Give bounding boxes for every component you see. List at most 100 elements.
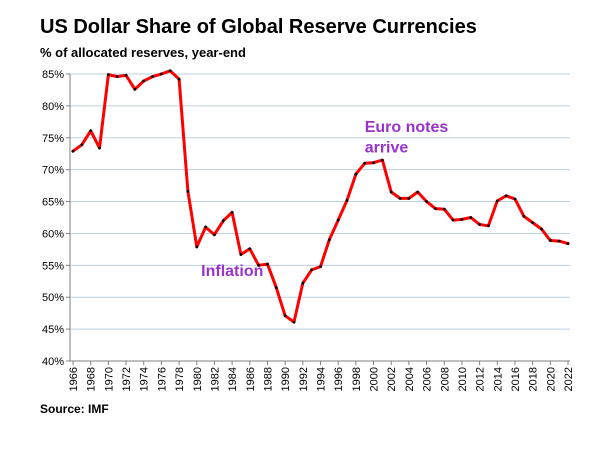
- data-point: [487, 224, 490, 228]
- data-point: [548, 239, 552, 242]
- data-point: [168, 69, 172, 73]
- x-tick-label: 1980: [192, 367, 204, 391]
- y-tick-label: 45%: [42, 324, 64, 336]
- x-tick-label: 1988: [262, 367, 274, 391]
- data-point: [327, 238, 331, 242]
- data-point: [195, 245, 199, 249]
- data-point: [221, 219, 225, 223]
- x-tick-label: 1974: [139, 367, 151, 391]
- data-point: [531, 221, 535, 225]
- data-point: [398, 196, 402, 200]
- annotation-label: Inflation: [201, 263, 263, 280]
- chart-subtitle: % of allocated reserves, year-end: [40, 45, 246, 60]
- y-tick-label: 80%: [42, 101, 64, 113]
- data-point: [389, 190, 393, 194]
- data-point: [469, 216, 473, 219]
- x-tick-label: 2008: [439, 367, 451, 391]
- data-point: [151, 75, 154, 78]
- y-axis-ticks: 40% 45% 50% 55% 60% 65% 70% 75% 80% 85%: [42, 69, 70, 368]
- x-tick-label: 2016: [510, 367, 522, 391]
- data-point: [434, 207, 437, 210]
- x-tick-label: 1990: [280, 367, 292, 391]
- x-tick-label: 1966: [68, 367, 80, 391]
- data-point: [363, 161, 367, 165]
- x-tick-label: 2006: [422, 367, 434, 391]
- y-tick-label: 65%: [42, 197, 64, 209]
- y-tick-label: 75%: [42, 133, 64, 145]
- y-tick-label: 55%: [42, 260, 64, 272]
- gridlines: [70, 73, 570, 362]
- data-point: [407, 196, 411, 200]
- x-tick-label: 1996: [333, 367, 345, 391]
- data-point: [71, 149, 75, 153]
- data-point: [80, 143, 84, 147]
- y-tick-label: 40%: [42, 356, 64, 368]
- data-point: [257, 263, 261, 267]
- data-point: [248, 247, 252, 251]
- x-tick-label: 1982: [209, 367, 221, 391]
- y-tick-label: 70%: [42, 165, 64, 177]
- data-point: [115, 75, 119, 78]
- data-point: [98, 146, 101, 150]
- x-tick-label: 2004: [404, 367, 416, 391]
- data-point: [266, 262, 269, 266]
- data-point: [540, 227, 543, 231]
- data-point: [495, 199, 499, 203]
- x-tick-label: 2020: [545, 367, 557, 391]
- source-note: Source: IMF: [40, 402, 109, 416]
- series-layer: [71, 69, 570, 324]
- axes: [69, 74, 570, 362]
- data-point: [204, 225, 207, 229]
- annotation-label: Euro notes: [365, 119, 449, 136]
- data-point: [478, 223, 482, 226]
- data-point: [301, 281, 305, 285]
- x-tick-label: 2012: [475, 367, 487, 391]
- data-point: [274, 286, 278, 290]
- annotation-label: arrive: [365, 139, 409, 156]
- data-point: [142, 79, 146, 83]
- data-point: [213, 233, 216, 237]
- x-axis-ticks: 1966 1968 1970 1972 1974 1976 1978 1980 1982 1984…: [68, 361, 575, 391]
- data-point: [186, 189, 190, 193]
- data-point: [310, 268, 314, 272]
- x-tick-label: 1972: [121, 367, 133, 391]
- data-point: [416, 190, 420, 194]
- x-tick-label: 1992: [298, 367, 310, 391]
- data-point: [345, 198, 349, 202]
- x-tick-label: 1976: [156, 367, 168, 391]
- x-tick-label: 2010: [457, 367, 469, 391]
- y-tick-label: 60%: [42, 228, 64, 240]
- data-point: [460, 218, 464, 221]
- data-point: [513, 197, 517, 201]
- x-tick-label: 1984: [227, 367, 239, 391]
- data-point: [336, 218, 340, 222]
- data-point: [106, 73, 110, 77]
- chart-title: US Dollar Share of Global Reserve Curren…: [40, 16, 477, 38]
- data-point: [319, 265, 322, 269]
- x-tick-label: 2022: [563, 367, 575, 391]
- data-point: [425, 200, 428, 203]
- annotations: Inflation Euro notes arrive: [201, 119, 448, 280]
- x-tick-label: 2002: [386, 367, 398, 391]
- series-line: [71, 69, 570, 324]
- data-point: [283, 314, 287, 318]
- data-point: [566, 242, 570, 246]
- x-tick-label: 2014: [492, 367, 504, 391]
- data-point: [89, 129, 93, 133]
- data-point: [372, 161, 375, 165]
- x-tick-label: 2018: [528, 367, 540, 391]
- x-tick-label: 1970: [103, 367, 115, 391]
- data-point: [292, 320, 296, 324]
- data-point: [442, 207, 446, 211]
- y-tick-label: 50%: [42, 292, 64, 304]
- x-tick-label: 1998: [351, 367, 363, 391]
- x-tick-label: 1968: [86, 367, 98, 391]
- data-point: [451, 218, 455, 222]
- data-point: [124, 73, 128, 77]
- data-point: [557, 239, 561, 243]
- x-tick-label: 1978: [174, 367, 186, 391]
- x-tick-label: 2000: [369, 367, 381, 391]
- data-point: [177, 77, 181, 81]
- x-tick-label: 1986: [245, 367, 257, 391]
